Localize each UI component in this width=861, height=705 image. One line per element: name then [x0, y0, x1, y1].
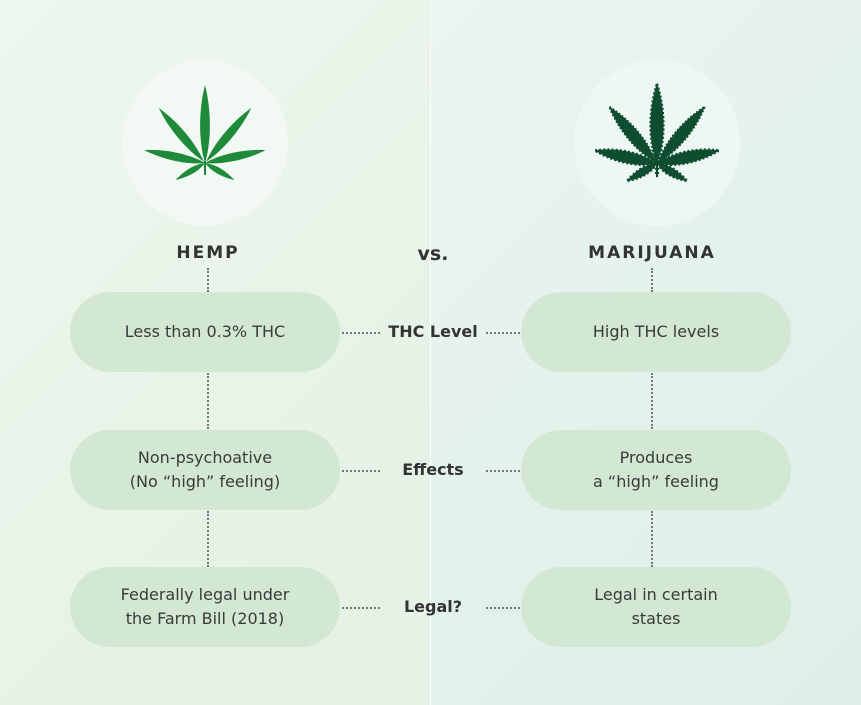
marijuana-effects-card: Produces a “high” feeling: [521, 430, 791, 510]
marijuana-leaf-badge: [574, 60, 740, 226]
hemp-connector-top: [207, 268, 209, 292]
marijuana-leaf-icon: [595, 82, 719, 183]
hemp-connector-bottom: [207, 511, 209, 567]
hemp-title: HEMP: [176, 243, 240, 263]
row2-connector-left: [342, 470, 380, 472]
marijuana-legal-card: Legal in certain states: [521, 567, 791, 647]
row1-connector-left: [342, 332, 380, 334]
marijuana-thc-card: High THC levels: [521, 292, 791, 372]
marijuana-connector-bottom: [651, 511, 653, 567]
hemp-connector-mid: [207, 373, 209, 429]
hemp-leaf-badge: [122, 60, 288, 226]
hemp-legal-card: Federally legal under the Farm Bill (201…: [70, 567, 340, 647]
marijuana-title: MARIJUANA: [588, 243, 716, 263]
vs-label: vs.: [417, 243, 449, 265]
hemp-leaf-icon: [145, 85, 265, 180]
hemp-legal-text: Federally legal under the Farm Bill (201…: [120, 585, 290, 628]
center-divider: [430, 0, 431, 705]
hemp-effects-card: Non-psychoative (No “high” feeling): [70, 430, 340, 510]
hemp-thc-text: Less than 0.3% THC: [124, 322, 286, 341]
row3-connector-right: [486, 607, 520, 609]
category-legal: Legal?: [403, 597, 463, 616]
row1-connector-right: [486, 332, 520, 334]
category-effects: Effects: [402, 460, 464, 479]
hemp-thc-card: Less than 0.3% THC: [70, 292, 340, 372]
marijuana-thc-text: High THC levels: [592, 322, 720, 341]
hemp-effects-text: Non-psychoative (No “high” feeling): [129, 448, 281, 491]
marijuana-connector-mid: [651, 373, 653, 429]
marijuana-legal-text: Legal in certain states: [594, 585, 718, 628]
category-thc-level: THC Level: [388, 322, 478, 341]
row3-connector-left: [342, 607, 380, 609]
marijuana-connector-top: [651, 268, 653, 292]
marijuana-effects-text: Produces a “high” feeling: [593, 448, 719, 491]
row2-connector-right: [486, 470, 520, 472]
